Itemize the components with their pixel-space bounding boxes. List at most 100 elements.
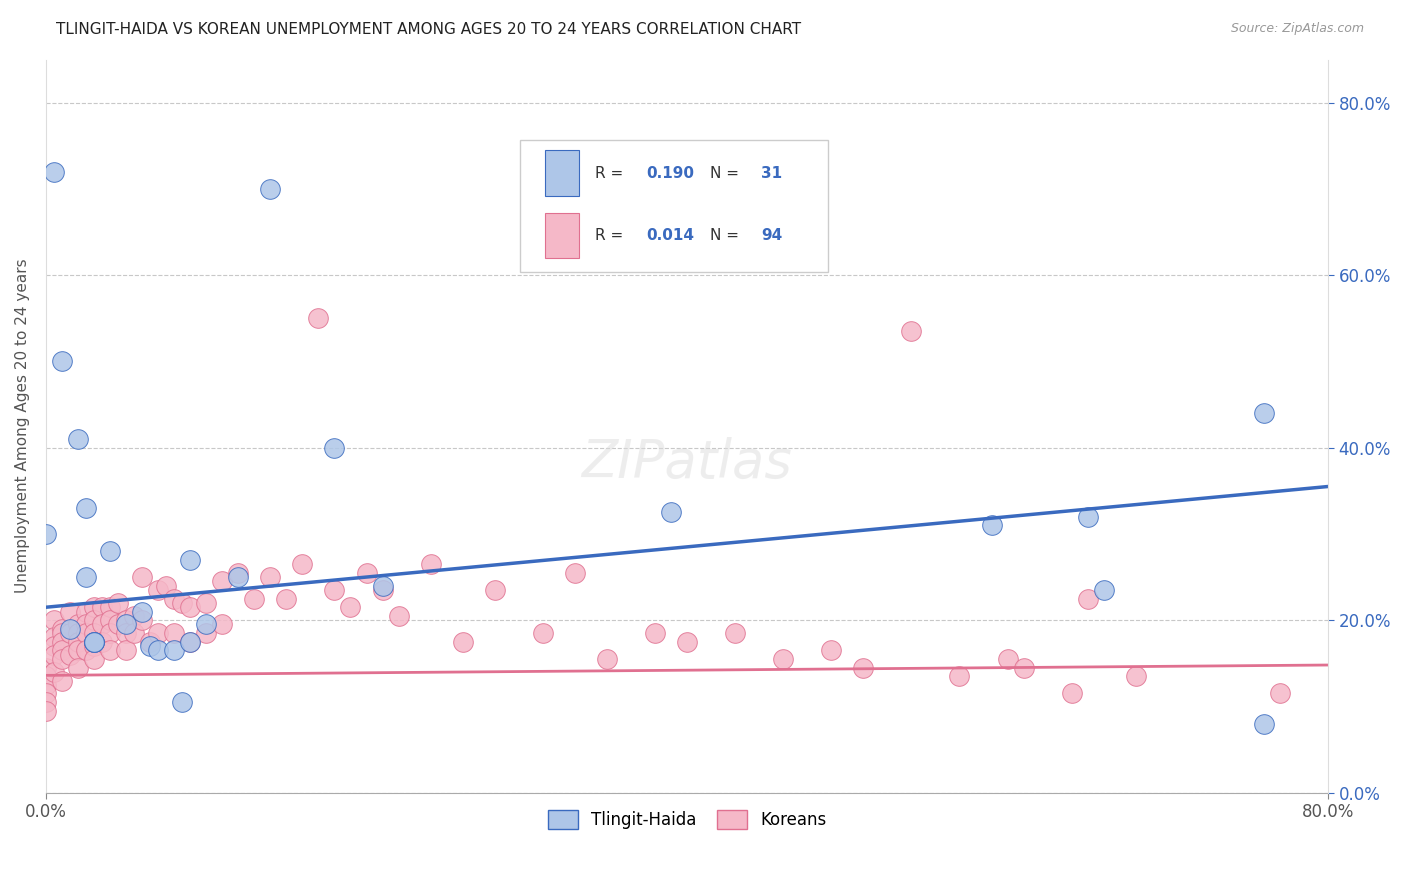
Point — [66, 432, 89, 446]
Text: Source: ZipAtlas.com: Source: ZipAtlas.com — [1230, 22, 1364, 36]
Point — [51, 652, 73, 666]
FancyBboxPatch shape — [520, 140, 828, 272]
Point — [740, 182, 762, 196]
Point — [172, 596, 194, 610]
Point — [83, 600, 105, 615]
Text: ZIPatlas: ZIPatlas — [582, 437, 793, 489]
Point — [259, 182, 281, 196]
Point — [900, 324, 922, 338]
Point — [91, 634, 114, 648]
Point — [1012, 660, 1035, 674]
Point — [83, 634, 105, 648]
Point — [226, 566, 249, 580]
Point — [179, 634, 201, 648]
Point — [172, 695, 194, 709]
Point — [83, 626, 105, 640]
Point — [42, 613, 65, 627]
Point — [1077, 591, 1099, 606]
Point — [179, 553, 201, 567]
Point — [1077, 509, 1099, 524]
Point — [163, 591, 186, 606]
Point — [75, 501, 97, 516]
Point — [451, 634, 474, 648]
Point — [35, 660, 58, 674]
Point — [948, 669, 970, 683]
Point — [1092, 582, 1115, 597]
Point — [98, 626, 121, 640]
Text: R =: R = — [595, 228, 628, 243]
Point — [146, 626, 169, 640]
Point — [1268, 686, 1291, 700]
Point — [371, 582, 394, 597]
Point — [1253, 406, 1275, 420]
Point — [98, 613, 121, 627]
Point — [139, 639, 162, 653]
Point — [644, 626, 666, 640]
Point — [564, 566, 586, 580]
Point — [676, 634, 699, 648]
Point — [531, 626, 554, 640]
FancyBboxPatch shape — [544, 151, 579, 196]
Point — [419, 557, 441, 571]
Point — [211, 617, 233, 632]
Point — [179, 600, 201, 615]
Text: R =: R = — [595, 166, 628, 181]
Text: N =: N = — [710, 228, 744, 243]
Point — [83, 652, 105, 666]
Text: 0.014: 0.014 — [645, 228, 695, 243]
Point — [35, 678, 58, 692]
Point — [59, 626, 82, 640]
Point — [163, 643, 186, 657]
Point — [484, 582, 506, 597]
Point — [35, 669, 58, 683]
Point — [35, 686, 58, 700]
Point — [596, 652, 619, 666]
Point — [107, 617, 129, 632]
Point — [83, 634, 105, 648]
Point — [659, 505, 682, 519]
Point — [195, 617, 218, 632]
Point — [211, 574, 233, 589]
Point — [155, 579, 177, 593]
Point — [1253, 716, 1275, 731]
Point — [51, 634, 73, 648]
Point — [1060, 686, 1083, 700]
Point — [356, 566, 378, 580]
Point — [51, 643, 73, 657]
Point — [51, 673, 73, 688]
Point — [98, 643, 121, 657]
Point — [75, 617, 97, 632]
Point — [371, 579, 394, 593]
Point — [115, 626, 138, 640]
Point — [66, 626, 89, 640]
Point — [131, 570, 153, 584]
Point — [75, 605, 97, 619]
Point — [307, 311, 329, 326]
Point — [195, 626, 218, 640]
Point — [139, 634, 162, 648]
Point — [997, 652, 1019, 666]
Point — [115, 617, 138, 632]
Point — [115, 613, 138, 627]
Point — [852, 660, 875, 674]
Text: 94: 94 — [762, 228, 783, 243]
Point — [66, 660, 89, 674]
Point — [35, 704, 58, 718]
Point — [339, 600, 361, 615]
Point — [51, 626, 73, 640]
Point — [131, 613, 153, 627]
Point — [75, 643, 97, 657]
Point — [83, 634, 105, 648]
Text: 0.190: 0.190 — [645, 166, 695, 181]
Point — [259, 570, 281, 584]
Point — [1125, 669, 1147, 683]
Legend: Tlingit-Haida, Koreans: Tlingit-Haida, Koreans — [541, 803, 832, 836]
Point — [59, 622, 82, 636]
Point — [772, 652, 794, 666]
Point — [98, 600, 121, 615]
Point — [35, 695, 58, 709]
FancyBboxPatch shape — [544, 213, 579, 259]
Point — [195, 596, 218, 610]
Point — [66, 617, 89, 632]
Point — [91, 617, 114, 632]
